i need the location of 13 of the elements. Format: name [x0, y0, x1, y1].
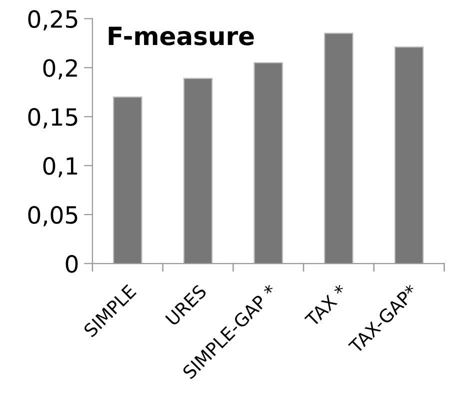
bar — [394, 46, 424, 264]
y-tick-label: 0,05 — [28, 206, 78, 226]
bar — [183, 78, 213, 264]
bar — [254, 62, 283, 264]
y-tick-label: 0,1 — [43, 157, 78, 178]
bar — [324, 32, 354, 264]
x-tick-label: TAX * — [304, 284, 348, 328]
y-tick-label: 0,15 — [28, 108, 78, 128]
chart-title: F-measure — [108, 26, 254, 46]
y-tick-label: 0,2 — [43, 59, 77, 80]
bar — [113, 96, 142, 264]
y-tick-label: 0,25 — [28, 10, 78, 30]
y-tick-label: 0 — [66, 254, 78, 273]
